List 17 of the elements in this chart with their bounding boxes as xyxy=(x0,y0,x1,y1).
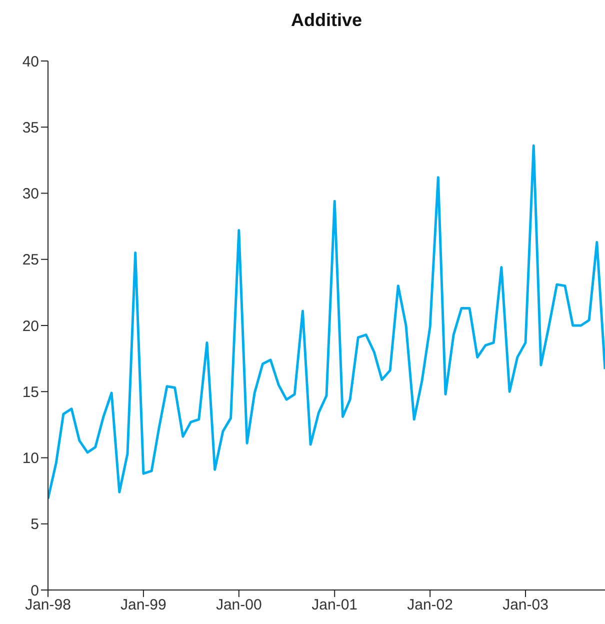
y-tick-label: 25 xyxy=(22,252,39,269)
x-tick-label: Jan-99 xyxy=(120,596,166,614)
x-tick-label: Jan-00 xyxy=(216,596,262,614)
x-tick-label: Jan-98 xyxy=(25,596,71,614)
x-tick-label: Jan-02 xyxy=(407,596,453,614)
y-tick-label: 20 xyxy=(22,318,39,335)
y-tick-label: 10 xyxy=(22,450,39,468)
y-tick-label: 35 xyxy=(22,119,39,136)
y-tick-label: 40 xyxy=(22,53,39,70)
line-series xyxy=(48,144,605,500)
x-tick-label: Jan-03 xyxy=(502,596,548,614)
x-tick-label: Jan-01 xyxy=(312,596,358,614)
y-tick-label: 30 xyxy=(22,186,39,203)
y-tick-label: 5 xyxy=(30,516,39,534)
y-tick-label: 15 xyxy=(22,384,39,401)
chart-title: Additive xyxy=(290,10,363,31)
y-tick-label: 0 xyxy=(30,582,39,600)
